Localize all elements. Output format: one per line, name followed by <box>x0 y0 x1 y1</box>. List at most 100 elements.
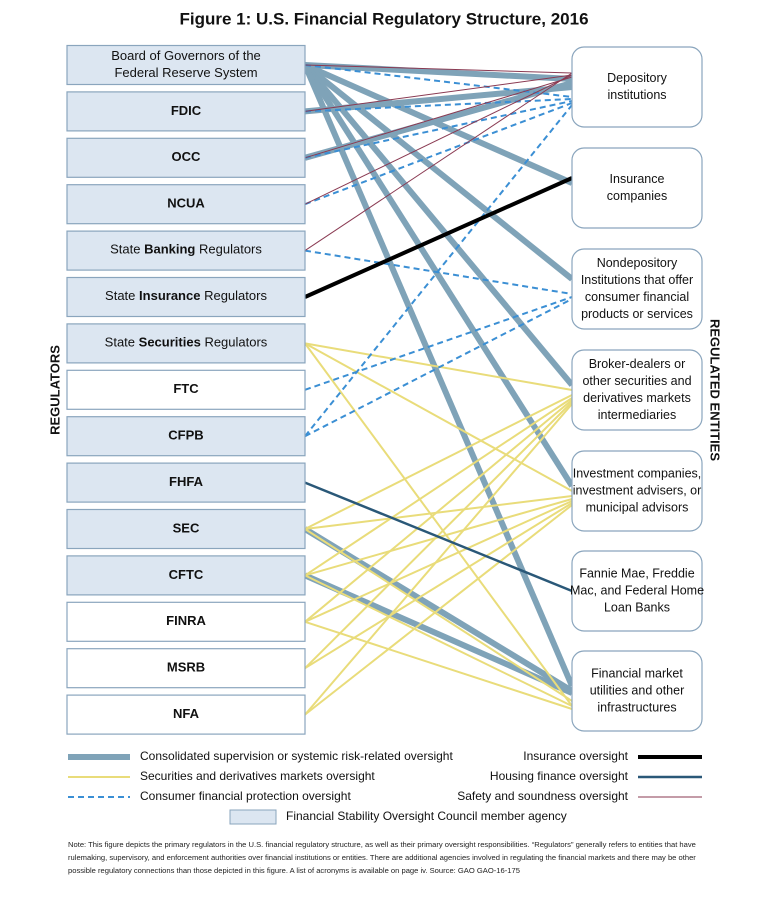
entity-label: infrastructures <box>597 700 676 714</box>
entity-label: investment advisers, or <box>573 483 702 497</box>
regulator-label: OCC <box>172 149 202 164</box>
edge <box>304 504 573 716</box>
edge <box>304 298 573 438</box>
regulator-label: FHFA <box>169 474 204 489</box>
regulator-box <box>66 276 306 318</box>
regulator-box <box>66 508 306 550</box>
edge <box>304 76 573 159</box>
regulator-box <box>66 601 306 642</box>
entity-label: Institutions that offer <box>581 273 693 287</box>
legend-label: Safety and soundness oversight <box>457 789 628 803</box>
regulator-label: NCUA <box>167 196 205 211</box>
regulator-label: CFTC <box>169 567 204 582</box>
entity-label: products or services <box>581 307 693 321</box>
legend-label: Insurance oversight <box>523 749 628 763</box>
edge <box>304 72 573 252</box>
regulator-label: Federal Reserve System <box>114 65 257 80</box>
edge <box>304 481 573 593</box>
regulator-box <box>66 323 306 364</box>
entity-label: Investment companies, <box>573 466 702 480</box>
regulator-label-part: Regulators <box>199 242 262 257</box>
regulator-label-part: State <box>105 288 135 303</box>
entity-label: Fannie Mae, Freddie <box>579 566 694 580</box>
edge <box>304 397 573 577</box>
regulator-label: FTC <box>173 381 199 396</box>
edge <box>304 528 573 702</box>
entity-box <box>571 248 703 330</box>
regulator-label-part: State <box>110 242 140 257</box>
boxes: Board of Governors of the Federal Reserve… <box>66 44 704 735</box>
title: Figure 1: U.S. Financial Regulatory Stru… <box>179 9 588 28</box>
edge <box>304 62 573 82</box>
regulator-label: MSRB <box>167 660 205 675</box>
right-axis-label: REGULATED ENTITIES <box>708 319 723 461</box>
entity-label: utilities and other <box>590 683 685 697</box>
regulator-box <box>66 137 306 178</box>
regulator-label: NFA <box>173 706 200 721</box>
edge <box>304 403 573 716</box>
entity-label: Insurance <box>610 172 665 186</box>
edge <box>304 176 573 299</box>
diagram: Figure 1: U.S. Financial Regulatory Stru… <box>47 9 723 825</box>
regulator-box <box>66 555 306 596</box>
entity-box <box>571 46 703 128</box>
regulator-label-part: Regulators <box>204 335 267 350</box>
entity-label: derivatives markets <box>583 391 691 405</box>
entity-box <box>571 550 703 632</box>
entity-label: other securities and <box>582 374 691 388</box>
regulator-label-part: Regulators <box>204 288 267 303</box>
entity-label: Mac, and Federal Home <box>570 583 704 597</box>
legend-label: Housing finance oversight <box>490 769 629 783</box>
entity-label: Depository <box>607 71 667 85</box>
regulator-label: State Insurance Regulators <box>105 288 267 303</box>
legend-label: Financial Stability Oversight Council me… <box>286 809 567 823</box>
entity-box <box>571 147 703 229</box>
regulator-label: State Securities Regulators <box>105 335 268 350</box>
edges <box>302 62 575 716</box>
edge <box>304 574 573 707</box>
entity-label: institutions <box>607 88 666 102</box>
regulator-label-part: Insurance <box>139 288 200 303</box>
regulator-label: FINRA <box>166 613 206 628</box>
edge <box>303 62 574 186</box>
edge <box>302 63 575 688</box>
regulator-box <box>66 462 306 503</box>
regulator-label: SEC <box>173 520 200 535</box>
entity-box <box>571 450 703 532</box>
regulator-box <box>66 184 306 225</box>
edge <box>302 63 575 488</box>
edge <box>304 80 573 161</box>
edge <box>302 63 575 387</box>
edge <box>304 64 573 98</box>
edge <box>304 500 573 623</box>
entity-label: Financial market <box>591 666 683 680</box>
regulator-box <box>66 91 306 132</box>
edge <box>303 62 574 282</box>
regulator-label: FDIC <box>171 103 202 118</box>
entity-label: companies <box>607 189 667 203</box>
regulator-box <box>66 416 306 457</box>
regulator-box <box>66 369 306 410</box>
edge <box>304 100 573 159</box>
edge <box>304 342 573 492</box>
legend: Consolidated supervision or systemic ris… <box>68 749 702 825</box>
entity-label: Loan Banks <box>604 600 670 614</box>
edge <box>304 399 573 623</box>
note: Note: This figure depicts the primary re… <box>68 840 696 875</box>
edge <box>304 342 573 707</box>
regulator-box <box>66 694 306 735</box>
edge <box>304 64 573 74</box>
entity-label: intermediaries <box>598 408 677 422</box>
edge <box>304 620 573 710</box>
left-axis-label: REGULATORS <box>47 345 62 435</box>
edge <box>304 401 573 669</box>
regulator-label-part: State <box>105 335 135 350</box>
edge <box>304 104 573 437</box>
regulator-label: CFPB <box>168 428 203 443</box>
entity-label: municipal advisors <box>586 500 689 514</box>
regulator-box <box>66 44 306 86</box>
edge <box>304 249 573 295</box>
entity-label: consumer financial <box>585 290 689 304</box>
legend-label: Consolidated supervision or systemic ris… <box>140 749 453 763</box>
